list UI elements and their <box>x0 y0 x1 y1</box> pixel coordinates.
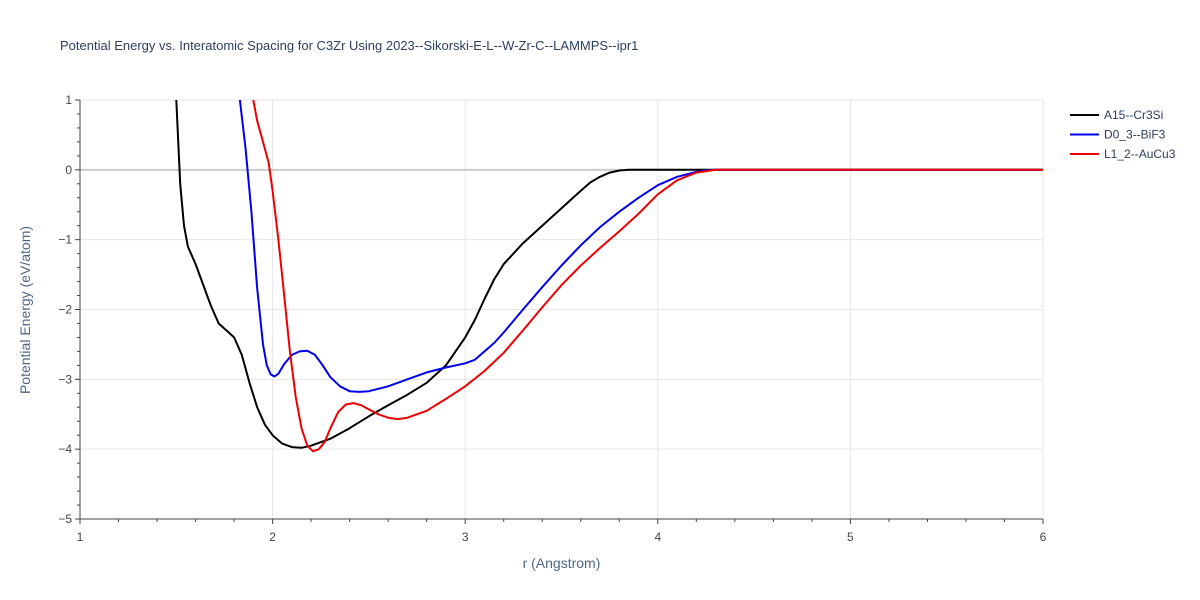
y-tick-label: −2 <box>58 303 72 317</box>
y-tick-label: −5 <box>58 512 72 526</box>
x-tick-label: 2 <box>269 530 276 544</box>
y-tick-label: 0 <box>65 163 72 177</box>
grid <box>80 99 1044 519</box>
axes <box>75 99 1044 524</box>
legend: A15--Cr3Si D0_3--BiF3 L1_2--AuCu3 <box>1070 108 1176 161</box>
series-line-1 <box>238 100 1043 393</box>
chart-title: Potential Energy vs. Interatomic Spacing… <box>60 38 638 53</box>
x-tick-label: 3 <box>462 530 469 544</box>
y-tick-label: −4 <box>58 442 72 456</box>
series-line-2 <box>252 100 1043 453</box>
series-line-0 <box>175 100 1043 449</box>
x-axis-title: r (Angstrom) <box>523 555 601 571</box>
tick-labels: 1 2 3 4 5 6 1 0 −1 −2 −3 −4 −5 <box>58 93 1046 544</box>
y-tick-label: 1 <box>65 93 72 107</box>
legend-entry: A15--Cr3Si <box>1104 108 1163 122</box>
y-axis-title: Potential Energy (eV/atom) <box>17 226 33 394</box>
legend-entry: L1_2--AuCu3 <box>1104 147 1176 161</box>
series-lines <box>175 100 1043 453</box>
x-tick-label: 1 <box>77 530 84 544</box>
legend-entry: D0_3--BiF3 <box>1104 128 1166 142</box>
y-tick-label: −3 <box>58 372 72 386</box>
x-tick-label: 6 <box>1040 530 1047 544</box>
x-tick-label: 4 <box>654 530 661 544</box>
x-tick-label: 5 <box>847 530 854 544</box>
y-tick-label: −1 <box>58 233 72 247</box>
